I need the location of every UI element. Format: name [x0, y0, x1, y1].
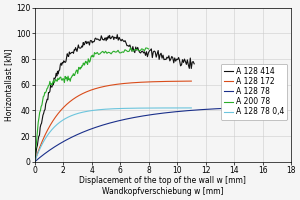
A 128 78 — [164, 112, 167, 114]
A 200 78 — [147, 48, 150, 50]
A 200 78 — [79, 66, 83, 68]
A 200 78 — [140, 48, 143, 50]
A 128 78 — [247, 106, 250, 109]
A 128 414 — [103, 37, 106, 39]
A 128 78 0,4 — [165, 107, 169, 109]
A 128 78 0,4 — [129, 107, 132, 109]
A 128 414 — [192, 63, 196, 65]
A 128 78 0,4 — [126, 107, 129, 110]
A 128 78 — [226, 107, 230, 109]
A 128 414 — [82, 44, 86, 46]
A 200 78 — [55, 80, 59, 82]
A 128 414 — [167, 55, 171, 57]
X-axis label: Displacement of the top of the wall w [mm]
Wandkopfverschiebung w [mm]: Displacement of the top of the wall w [m… — [80, 176, 246, 196]
Legend: A 128 414, A 128 172, A 128 78, A 200 78, A 128 78 0,4: A 128 414, A 128 172, A 128 78, A 200 78… — [220, 64, 287, 120]
A 128 78 — [159, 112, 163, 115]
Line: A 128 414: A 128 414 — [34, 35, 194, 159]
A 128 172 — [33, 159, 37, 161]
A 200 78 — [33, 161, 36, 163]
A 200 78 — [67, 79, 70, 81]
A 128 78 — [160, 112, 164, 114]
A 128 78 — [213, 108, 217, 110]
A 128 172 — [126, 82, 130, 84]
Y-axis label: Horizontallast [kN]: Horizontallast [kN] — [4, 49, 13, 121]
A 128 78 0,4 — [33, 159, 37, 162]
A 128 414 — [116, 33, 119, 36]
Line: A 128 78 0,4: A 128 78 0,4 — [34, 108, 191, 162]
A 128 414 — [179, 65, 182, 67]
A 128 172 — [33, 161, 36, 163]
A 128 78 — [34, 160, 37, 162]
A 128 78 0,4 — [126, 107, 130, 110]
Line: A 200 78: A 200 78 — [34, 48, 148, 162]
Line: A 128 172: A 128 172 — [34, 81, 191, 162]
A 200 78 — [129, 47, 132, 49]
A 128 78 — [33, 161, 36, 163]
A 128 172 — [175, 80, 178, 82]
A 128 414 — [187, 64, 190, 66]
A 128 172 — [129, 82, 132, 84]
A 128 78 0,4 — [190, 107, 193, 109]
A 128 172 — [165, 80, 169, 83]
A 200 78 — [70, 75, 74, 77]
A 128 78 0,4 — [33, 161, 36, 163]
Line: A 128 78: A 128 78 — [34, 107, 248, 162]
A 128 414 — [33, 158, 36, 160]
A 128 172 — [190, 80, 193, 82]
A 200 78 — [122, 51, 125, 54]
A 128 172 — [126, 82, 129, 84]
A 128 78 0,4 — [175, 107, 178, 109]
A 128 414 — [94, 38, 98, 40]
